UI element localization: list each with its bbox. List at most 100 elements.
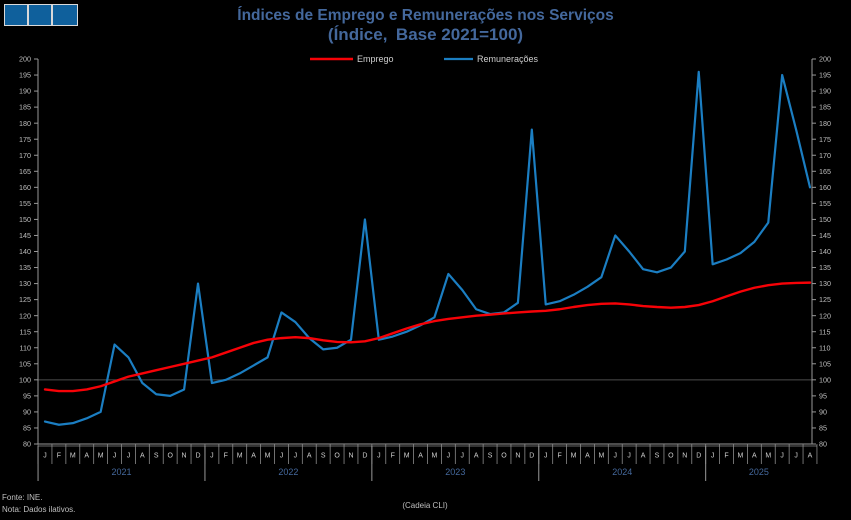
svg-text:175: 175 [19,135,31,144]
svg-text:Emprego: Emprego [357,54,394,64]
svg-text:M: M [765,453,771,460]
svg-text:A: A [418,453,423,460]
svg-text:F: F [724,453,728,460]
svg-text:M: M [571,453,577,460]
svg-text:J: J [447,453,451,460]
svg-text:O: O [167,453,173,460]
svg-text:A: A [140,453,145,460]
svg-text:95: 95 [23,391,31,400]
svg-text:105: 105 [19,359,31,368]
svg-text:195: 195 [19,71,31,80]
svg-text:80: 80 [819,440,827,449]
svg-text:80: 80 [23,440,31,449]
svg-text:M: M [98,453,104,460]
svg-text:J: J [43,453,47,460]
svg-text:2025: 2025 [749,467,769,477]
svg-text:M: M [237,453,243,460]
svg-text:140: 140 [819,247,831,256]
svg-text:J: J [377,453,381,460]
svg-text:165: 165 [19,167,31,176]
svg-text:O: O [668,453,674,460]
svg-text:2024: 2024 [612,467,632,477]
svg-text:105: 105 [819,359,831,368]
svg-text:A: A [752,453,757,460]
svg-text:F: F [57,453,61,460]
svg-text:160: 160 [819,183,831,192]
svg-text:180: 180 [819,119,831,128]
svg-text:170: 170 [819,151,831,160]
svg-text:120: 120 [19,311,31,320]
svg-text:150: 150 [819,215,831,224]
svg-text:200: 200 [19,55,31,64]
svg-text:J: J [210,453,214,460]
svg-text:M: M [598,453,604,460]
svg-text:135: 135 [819,263,831,272]
svg-text:D: D [195,453,200,460]
svg-text:90: 90 [23,408,31,417]
svg-text:A: A [84,453,89,460]
svg-text:J: J [294,453,298,460]
svg-text:130: 130 [819,279,831,288]
svg-text:185: 185 [819,103,831,112]
svg-text:A: A [641,453,646,460]
svg-text:D: D [362,453,367,460]
svg-text:S: S [655,453,660,460]
svg-text:J: J [780,453,784,460]
svg-text:Nota: Dados ilativos.: Nota: Dados ilativos. [2,505,75,514]
svg-text:170: 170 [19,151,31,160]
svg-text:195: 195 [819,71,831,80]
svg-text:J: J [127,453,131,460]
svg-text:85: 85 [819,424,827,433]
svg-text:N: N [682,453,687,460]
svg-text:150: 150 [19,215,31,224]
svg-text:J: J [711,453,715,460]
svg-text:125: 125 [19,295,31,304]
svg-text:190: 190 [19,87,31,96]
svg-text:A: A [307,453,312,460]
svg-text:200: 200 [819,55,831,64]
svg-text:M: M [404,453,410,460]
svg-text:M: M [70,453,76,460]
svg-text:F: F [224,453,228,460]
svg-text:N: N [515,453,520,460]
svg-text:95: 95 [819,391,827,400]
svg-text:D: D [696,453,701,460]
svg-text:185: 185 [19,103,31,112]
svg-text:F: F [391,453,395,460]
svg-text:140: 140 [19,247,31,256]
svg-text:J: J [461,453,465,460]
svg-text:A: A [251,453,256,460]
svg-text:A: A [585,453,590,460]
svg-text:110: 110 [819,343,830,352]
svg-text:100: 100 [819,375,831,384]
svg-text:J: J [113,453,117,460]
svg-text:Remunerações: Remunerações [477,54,539,64]
svg-text:S: S [321,453,326,460]
svg-text:90: 90 [819,408,827,417]
svg-text:190: 190 [819,87,831,96]
svg-text:100: 100 [19,375,31,384]
svg-text:115: 115 [20,327,31,336]
svg-text:J: J [627,453,631,460]
svg-text:2023: 2023 [445,467,465,477]
svg-text:M: M [738,453,744,460]
svg-text:2022: 2022 [278,467,298,477]
svg-text:125: 125 [819,295,831,304]
svg-text:145: 145 [819,231,831,240]
svg-text:F: F [557,453,561,460]
svg-text:2021: 2021 [111,467,131,477]
svg-text:A: A [474,453,479,460]
svg-text:(Cadeia CLI): (Cadeia CLI) [402,501,448,510]
svg-text:N: N [348,453,353,460]
svg-text:J: J [280,453,284,460]
svg-text:180: 180 [19,119,31,128]
svg-text:Fonte: INE.: Fonte: INE. [2,493,42,502]
svg-text:155: 155 [19,199,31,208]
svg-text:85: 85 [23,424,31,433]
svg-text:J: J [794,453,798,460]
svg-text:M: M [432,453,438,460]
svg-text:M: M [265,453,271,460]
svg-text:N: N [182,453,187,460]
svg-text:110: 110 [20,343,31,352]
svg-text:120: 120 [819,311,831,320]
